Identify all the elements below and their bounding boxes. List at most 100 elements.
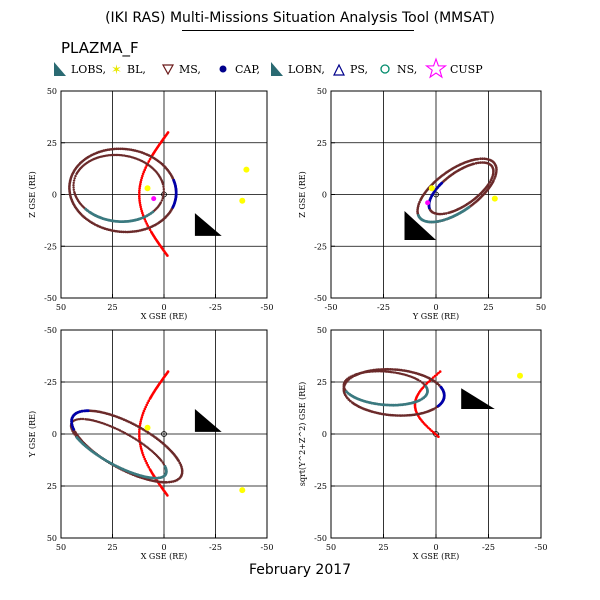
orbit-cap xyxy=(171,178,178,209)
legend-label-ms: MS, xyxy=(179,63,201,76)
legend-item-ms: MS, xyxy=(161,63,201,76)
y-tick-label: -25 xyxy=(44,242,57,251)
x-tick-label: 50 xyxy=(326,543,336,552)
lobe-direction-marker xyxy=(194,213,222,236)
x-tick-label: 25 xyxy=(107,543,117,552)
x-tick-label: 25 xyxy=(483,303,493,312)
orbit-lobe xyxy=(417,205,471,224)
panel-top-right: -50 -25 0 25 50 -50 -25 0 25 50 Y GSE (RE) Z GSE (R… xyxy=(298,87,546,321)
legend-item-lobn: LOBN, xyxy=(271,62,325,76)
y-tick-label: -25 xyxy=(314,482,327,491)
legend-label-cusp: CUSP xyxy=(450,63,483,76)
x-tick-label: 25 xyxy=(378,543,388,552)
ms-legend-icon xyxy=(161,64,175,76)
mission-name: PLAZMA_F xyxy=(61,39,139,57)
legend-item-ns: NS, xyxy=(380,63,417,76)
x-tick-label: -50 xyxy=(261,303,274,312)
lobe-direction-marker xyxy=(404,211,436,241)
x-tick-label: 0 xyxy=(161,303,166,312)
x-tick-label: -50 xyxy=(261,543,274,552)
cusp-marker xyxy=(151,196,157,202)
x-tick-label: -25 xyxy=(209,543,222,552)
legend-label-ns: NS, xyxy=(397,63,417,76)
cap-legend-icon xyxy=(219,65,227,73)
x-tick-label: 50 xyxy=(56,543,66,552)
y-axis-title: sqrt(Y^2+Z^2) GSE (RE) xyxy=(298,382,307,487)
y-tick-label: 50 xyxy=(47,87,57,96)
x-tick-label: -25 xyxy=(377,303,390,312)
legend: LOBS, ✶ BL, MS, CAP, LOBN, PS, NS, CUSP xyxy=(54,57,483,79)
x-tick-label: 0 xyxy=(161,543,166,552)
x-tick-label: 25 xyxy=(107,303,117,312)
y-tick-label: -25 xyxy=(314,242,327,251)
earth-marker xyxy=(433,431,439,437)
x-tick-label: -50 xyxy=(325,303,338,312)
bl-marker xyxy=(239,197,246,204)
panel-top-left: 50 25 0 -25 -50 -50 -25 0 25 50 X GSE (RE) Z GSE (R… xyxy=(28,87,273,321)
legend-label-lobs: LOBS, xyxy=(71,63,106,76)
grid-lines xyxy=(331,91,541,298)
x-tick-label: 50 xyxy=(536,303,546,312)
x-axis-title: Y GSE (RE) xyxy=(412,312,459,321)
panel-bottom-left: 50 25 0 -25 -50 50 25 0 -25 -50 X GSE (RE) Y GSE (R… xyxy=(28,326,273,561)
cusp-legend-icon xyxy=(424,57,448,79)
orbit-lobe xyxy=(75,436,168,480)
magnetopause-curve xyxy=(138,131,170,257)
ns-legend-icon xyxy=(380,64,390,74)
y-tick-label: 25 xyxy=(47,139,57,148)
panel-bottom-right: 50 25 0 -25 -50 -50 -25 0 25 50 X GSE (RE) sqrt(Y^2… xyxy=(298,326,547,561)
title-underline xyxy=(182,30,414,31)
grid-lines xyxy=(61,330,267,538)
x-axis-title: X GSE (RE) xyxy=(413,552,460,561)
figure-title: (IKI RAS) Multi-Missions Situation Analy… xyxy=(105,10,495,26)
bl-marker xyxy=(491,195,498,202)
y-tick-label: 0 xyxy=(322,191,327,200)
y-axis-title: Z GSE (RE) xyxy=(28,171,37,217)
legend-label-ps: PS, xyxy=(350,63,368,76)
bl-marker xyxy=(517,372,523,379)
lobe-direction-marker xyxy=(461,388,495,410)
y-tick-label: 0 xyxy=(52,430,57,439)
orbit-ms-2 xyxy=(69,417,168,480)
y-tick-label: 25 xyxy=(47,482,57,491)
orbit-lobe xyxy=(345,385,429,407)
x-axis-title: X GSE (RE) xyxy=(141,312,188,321)
y-tick-label: -50 xyxy=(314,294,327,303)
y-tick-label: 50 xyxy=(317,326,327,335)
lobe-direction-marker xyxy=(194,409,222,432)
earth-marker xyxy=(161,431,167,437)
x-tick-label: 50 xyxy=(56,303,66,312)
x-tick-label: -25 xyxy=(209,303,222,312)
orbit-cap xyxy=(436,385,446,408)
footer-date: February 2017 xyxy=(248,562,352,578)
legend-item-cap: CAP, xyxy=(219,63,260,76)
bl-legend-icon: ✶ xyxy=(111,63,122,78)
y-tick-label: -25 xyxy=(44,378,57,387)
y-axis-title: Y GSE (RE) xyxy=(28,411,37,458)
orbit-lobe xyxy=(84,207,155,224)
legend-item-cusp: CUSP xyxy=(424,57,483,79)
legend-label-cap: CAP, xyxy=(235,63,260,76)
legend-item-bl: ✶ BL, xyxy=(111,63,146,78)
bl-marker xyxy=(144,185,151,192)
ps-legend-icon xyxy=(333,63,345,76)
y-tick-label: 25 xyxy=(317,139,327,148)
y-tick-label: -50 xyxy=(44,294,57,303)
legend-label-lobn: LOBN, xyxy=(288,63,325,76)
bl-marker xyxy=(243,166,250,173)
legend-label-bl: BL, xyxy=(127,63,146,76)
x-tick-label: 0 xyxy=(433,543,438,552)
orbit-cap xyxy=(70,409,90,431)
x-tick-label: 0 xyxy=(433,303,438,312)
x-axis-title: X GSE (RE) xyxy=(141,552,188,561)
bl-marker xyxy=(428,185,435,192)
grid-lines xyxy=(331,330,541,538)
y-tick-label: 0 xyxy=(52,191,57,200)
y-tick-label: 50 xyxy=(47,534,57,543)
y-tick-label: 50 xyxy=(317,87,327,96)
y-tick-label: 0 xyxy=(322,430,327,439)
x-tick-label: -25 xyxy=(482,543,495,552)
legend-item-lobs: LOBS, xyxy=(54,62,106,76)
